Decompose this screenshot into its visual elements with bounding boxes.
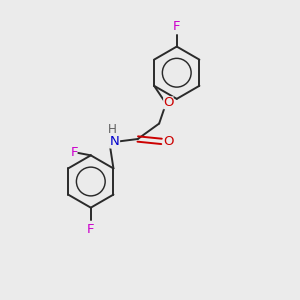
Text: N: N: [110, 135, 119, 148]
Text: F: F: [87, 223, 94, 236]
Text: H: H: [108, 123, 117, 136]
Text: O: O: [163, 96, 174, 109]
Text: O: O: [163, 135, 173, 148]
Text: F: F: [173, 20, 181, 33]
Text: F: F: [71, 146, 79, 159]
